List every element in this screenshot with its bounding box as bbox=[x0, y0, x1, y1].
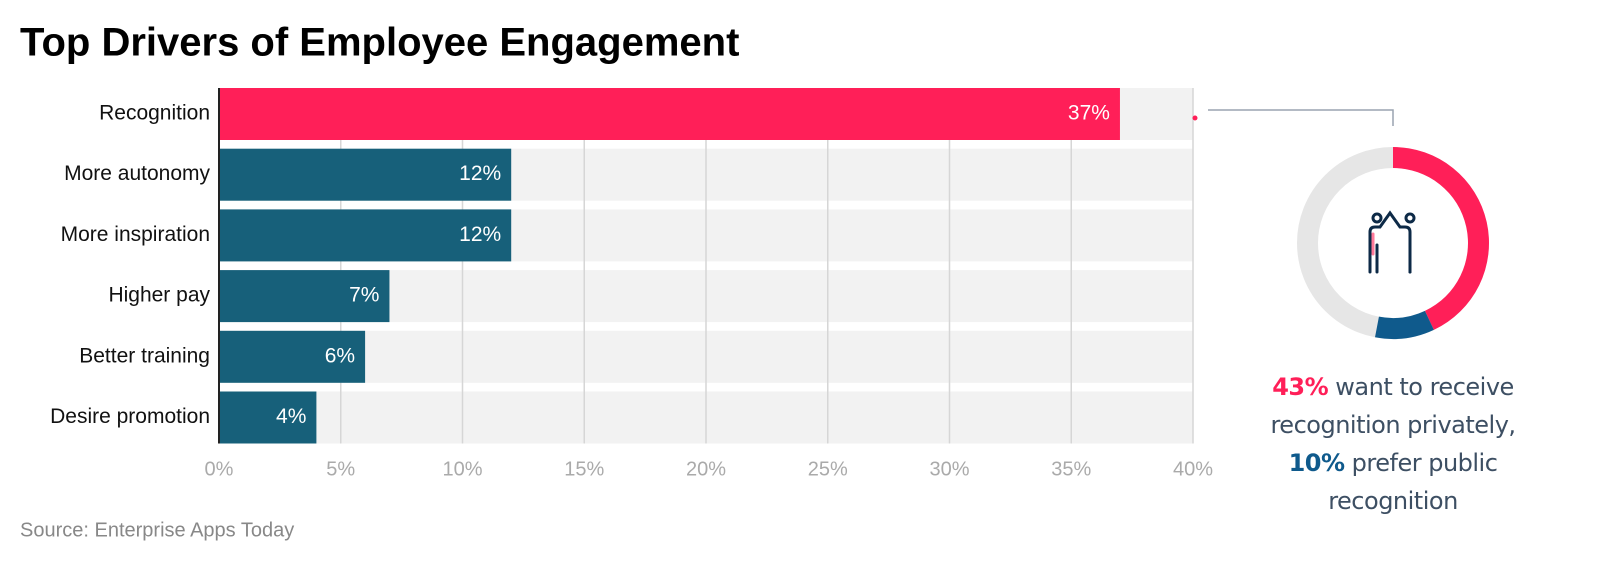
bar bbox=[219, 88, 1120, 140]
category-label: Better training bbox=[79, 344, 210, 367]
people-icon bbox=[1368, 210, 1416, 274]
bar bbox=[219, 270, 390, 323]
value-label: 7% bbox=[349, 284, 379, 307]
donut-segment bbox=[1375, 310, 1434, 340]
connector-dot bbox=[1192, 115, 1198, 121]
value-label: 12% bbox=[459, 223, 501, 246]
donut-segment bbox=[1393, 147, 1489, 330]
x-tick-label: 40% bbox=[1173, 458, 1213, 480]
value-label: 12% bbox=[459, 162, 501, 185]
category-label: More autonomy bbox=[64, 162, 210, 185]
chart-title: Top Drivers of Employee Engagement bbox=[20, 21, 739, 65]
category-label: Higher pay bbox=[108, 284, 210, 307]
x-tick-label: 15% bbox=[564, 458, 604, 480]
x-tick-label: 10% bbox=[442, 458, 482, 480]
x-tick-label: 0% bbox=[205, 458, 234, 480]
annotation: 43% want to receive recognition privatel… bbox=[1233, 368, 1553, 520]
annotation-text: want to receive recognition privately, bbox=[1270, 373, 1516, 439]
donut-chart bbox=[1192, 109, 1489, 340]
connector bbox=[1208, 109, 1394, 126]
x-tick-label: 20% bbox=[686, 458, 726, 480]
value-label: 4% bbox=[276, 405, 306, 428]
x-tick-label: 30% bbox=[929, 458, 969, 480]
bar bbox=[219, 330, 366, 383]
source: Source: Enterprise Apps Today bbox=[20, 519, 294, 541]
bar-chart: 0% 5% 10% 15% 20% 25% 30% 35% 40% Recognition 37% M… bbox=[50, 88, 1213, 480]
bar bbox=[219, 391, 317, 444]
annotation-text: prefer public recognition bbox=[1328, 449, 1498, 515]
category-label: More inspiration bbox=[61, 223, 210, 246]
category-label: Recognition bbox=[99, 102, 210, 125]
value-label: 10% bbox=[1288, 449, 1345, 477]
bar bbox=[219, 148, 512, 201]
value-label: 6% bbox=[325, 344, 355, 367]
x-tick-label: 35% bbox=[1051, 458, 1091, 480]
category-label: Desire promotion bbox=[50, 405, 210, 428]
x-tick-label: 25% bbox=[808, 458, 848, 480]
bar bbox=[219, 209, 512, 262]
value-label: 43% bbox=[1272, 373, 1329, 401]
value-label: 37% bbox=[1068, 102, 1110, 125]
x-tick-label: 5% bbox=[326, 458, 355, 480]
